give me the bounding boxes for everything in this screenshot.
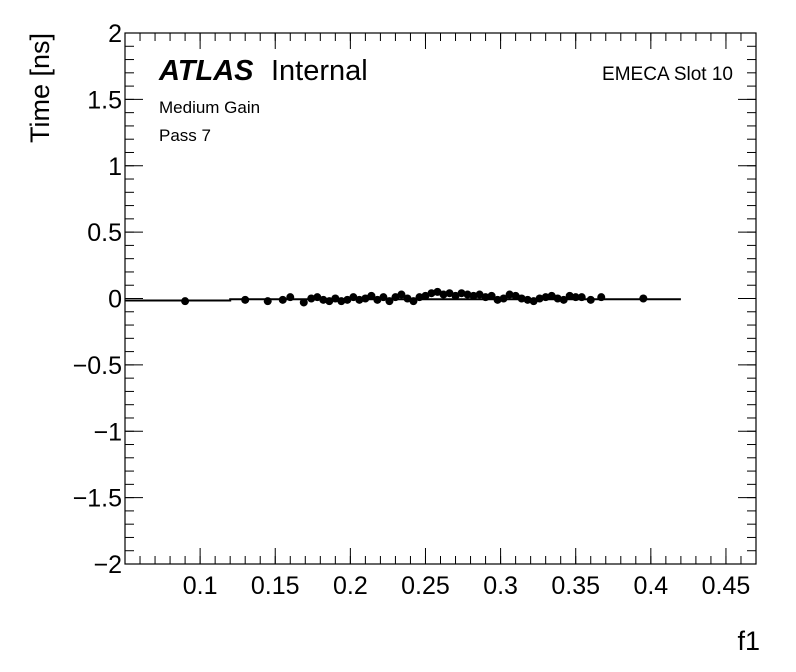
data-point — [639, 294, 648, 303]
x-tick-label: 0.4 — [633, 572, 668, 600]
y-tick-label: −1.5 — [73, 485, 122, 513]
data-point — [535, 294, 544, 303]
data-point — [278, 295, 287, 304]
y-axis-title: Time [ns] — [25, 33, 55, 143]
gain-label: Medium Gain — [159, 98, 260, 117]
data-point — [181, 297, 190, 306]
data-point — [433, 287, 442, 296]
data-point — [565, 291, 574, 300]
data-point — [355, 295, 364, 304]
slot-label: EMECA Slot 10 — [602, 64, 733, 85]
y-tick-label: 1.5 — [87, 86, 122, 114]
data-point — [361, 294, 370, 303]
data-point — [319, 295, 328, 304]
y-tick-label: 2 — [108, 20, 122, 48]
data-point — [263, 297, 272, 306]
data-point — [241, 295, 250, 304]
data-point — [307, 294, 316, 303]
data-point — [337, 297, 346, 306]
x-tick-label: 0.2 — [333, 572, 368, 600]
x-tick-label: 0.3 — [483, 572, 518, 600]
data-point — [403, 294, 412, 303]
data-point — [299, 298, 308, 307]
x-axis-title: f1 — [737, 626, 760, 656]
data-point — [469, 291, 478, 300]
tick-labels: 0.1 0.15 0.2 0.25 0.3 0.35 0.4 0.45 −2 −1.5 −1 −0.5… — [73, 20, 751, 600]
pass-label: Pass 7 — [159, 126, 211, 145]
x-tick-label: 0.1 — [183, 572, 218, 600]
data-points — [181, 287, 648, 307]
x-tick-label: 0.35 — [551, 572, 600, 600]
fit-line — [125, 298, 681, 302]
data-point — [427, 289, 436, 298]
data-point — [487, 291, 496, 300]
data-point — [586, 295, 595, 304]
data-point — [385, 297, 394, 306]
data-point — [547, 291, 556, 300]
data-point — [451, 291, 460, 300]
fit-line-path — [125, 298, 681, 302]
y-tick-label: −1 — [93, 418, 122, 446]
data-point — [331, 294, 340, 303]
data-point — [463, 290, 472, 299]
data-point — [349, 293, 358, 302]
y-tick-label: −2 — [93, 551, 122, 579]
data-point — [553, 294, 562, 303]
y-tick-label: 1 — [108, 153, 122, 181]
data-point — [523, 295, 532, 304]
data-point — [475, 290, 484, 299]
data-point — [373, 295, 382, 304]
data-point — [445, 289, 454, 298]
x-tick-label: 0.45 — [702, 572, 751, 600]
data-point — [505, 290, 514, 299]
data-point — [313, 293, 322, 302]
data-point — [343, 295, 352, 304]
data-point — [391, 293, 400, 302]
data-point — [577, 293, 586, 302]
atlas-label: ATLAS — [158, 55, 254, 87]
data-point — [517, 294, 526, 303]
x-tick-label: 0.15 — [251, 572, 300, 600]
data-point — [457, 289, 466, 298]
data-point — [439, 290, 448, 299]
data-point — [421, 291, 430, 300]
data-point — [286, 293, 295, 302]
data-point — [493, 295, 502, 304]
data-point — [511, 291, 520, 300]
plot-frame — [124, 32, 757, 565]
data-point — [379, 293, 388, 302]
x-tick-label: 0.25 — [401, 572, 450, 600]
data-point — [409, 297, 418, 306]
data-point — [571, 293, 580, 302]
data-point — [481, 293, 490, 302]
data-point — [559, 295, 568, 304]
data-point — [415, 293, 424, 302]
y-tick-label: 0 — [108, 286, 122, 314]
data-point — [367, 291, 376, 300]
data-point — [597, 293, 606, 302]
y-tick-label: −0.5 — [73, 352, 122, 380]
data-point — [499, 294, 508, 303]
internal-label: Internal — [271, 55, 368, 87]
data-point — [325, 297, 334, 306]
data-point — [397, 290, 406, 299]
data-point — [541, 293, 550, 302]
data-point — [529, 297, 538, 306]
y-tick-label: 0.5 — [87, 219, 122, 247]
